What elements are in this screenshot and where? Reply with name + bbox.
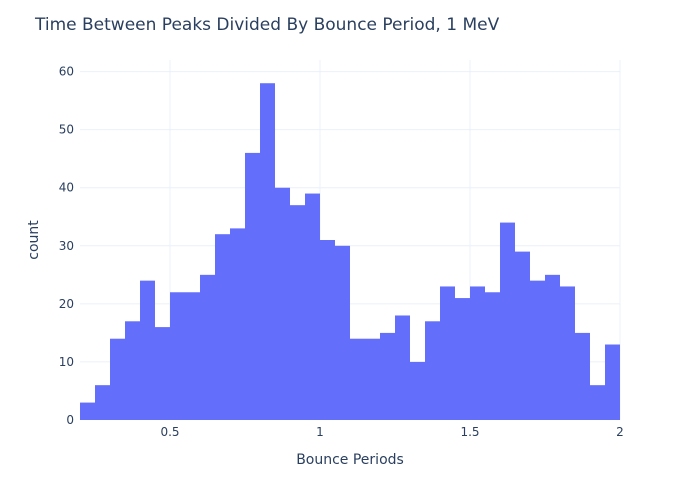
histogram-bar [500,222,515,420]
histogram-bar [185,292,200,420]
x-axis-title: Bounce Periods [296,452,404,468]
histogram-bar [215,234,230,420]
histogram-bar [335,245,350,420]
y-tick-label: 10 [59,355,74,369]
y-tick-label: 60 [59,65,74,79]
y-tick-label: 0 [66,413,74,427]
x-tick-label: 1.5 [460,425,479,439]
y-tick-label: 30 [59,239,74,253]
histogram-bar [395,315,410,420]
histogram-bar [545,274,560,420]
histogram-bar [95,385,110,420]
chart-title: Time Between Peaks Divided By Bounce Per… [34,15,500,35]
x-tick-label: 0.5 [160,425,179,439]
histogram-bar [425,321,440,420]
x-tick-label: 2 [616,425,624,439]
y-tick-label: 20 [59,297,74,311]
histogram-bar [605,344,620,420]
histogram-bar [470,286,485,420]
histogram-bar [140,280,155,420]
histogram-bar [275,187,290,420]
histogram-bar [290,205,305,420]
histogram-bar [530,280,545,420]
histogram-bar [230,228,245,420]
histogram-bar [110,338,125,420]
histogram-bar [575,332,590,420]
histogram-bar [515,251,530,420]
histogram-bar [200,274,215,420]
histogram-bar [560,286,575,420]
bar-layer [80,83,620,421]
histogram-bar [485,292,500,420]
histogram-bar [455,298,470,420]
histogram-bar [125,321,140,420]
histogram-bar [380,332,395,420]
histogram-bar [80,402,95,420]
histogram-bar [350,338,365,420]
y-tick-label: 50 [59,123,74,137]
histogram-bar [155,327,170,420]
histogram-bar [320,240,335,420]
histogram-bar [410,361,425,420]
histogram-bar [365,338,380,420]
histogram-bar [590,385,605,420]
histogram-bar [170,292,185,420]
histogram-bar [260,83,275,421]
y-axis-title: count [26,220,42,260]
tick-layer: 0 10 20 30 40 50 60 0.5 1 1.5 2 [59,65,624,439]
histogram-bar [305,193,320,420]
x-tick-label: 1 [316,425,324,439]
histogram-bar [245,152,260,420]
histogram-bar [440,286,455,420]
y-tick-label: 40 [59,181,74,195]
